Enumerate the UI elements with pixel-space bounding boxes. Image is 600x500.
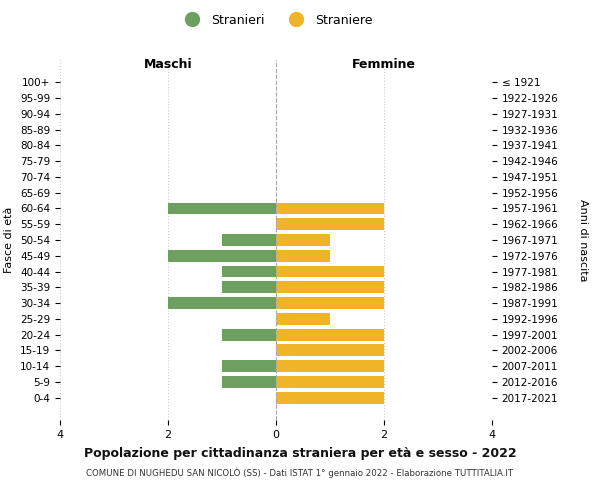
Bar <box>276 202 384 214</box>
Bar <box>168 297 276 309</box>
Bar <box>276 282 384 293</box>
Bar <box>168 202 276 214</box>
Bar <box>222 282 276 293</box>
Text: Femmine: Femmine <box>352 58 416 71</box>
Text: Popolazione per cittadinanza straniera per età e sesso - 2022: Popolazione per cittadinanza straniera p… <box>83 448 517 460</box>
Bar <box>222 328 276 340</box>
Bar <box>276 250 330 262</box>
Bar <box>222 266 276 278</box>
Bar <box>276 234 330 246</box>
Y-axis label: Fasce di età: Fasce di età <box>4 207 14 273</box>
Text: COMUNE DI NUGHEDU SAN NICOLÒ (SS) - Dati ISTAT 1° gennaio 2022 - Elaborazione TU: COMUNE DI NUGHEDU SAN NICOLÒ (SS) - Dati… <box>86 468 514 478</box>
Bar <box>276 266 384 278</box>
Bar <box>168 250 276 262</box>
Bar <box>276 344 384 356</box>
Bar <box>222 376 276 388</box>
Bar <box>276 218 384 230</box>
Bar <box>276 360 384 372</box>
Legend: Stranieri, Straniere: Stranieri, Straniere <box>175 8 377 32</box>
Bar <box>222 360 276 372</box>
Text: Maschi: Maschi <box>143 58 193 71</box>
Bar <box>276 313 330 325</box>
Y-axis label: Anni di nascita: Anni di nascita <box>578 198 588 281</box>
Bar <box>276 297 384 309</box>
Bar <box>276 328 384 340</box>
Bar <box>276 392 384 404</box>
Bar <box>222 234 276 246</box>
Bar <box>276 376 384 388</box>
